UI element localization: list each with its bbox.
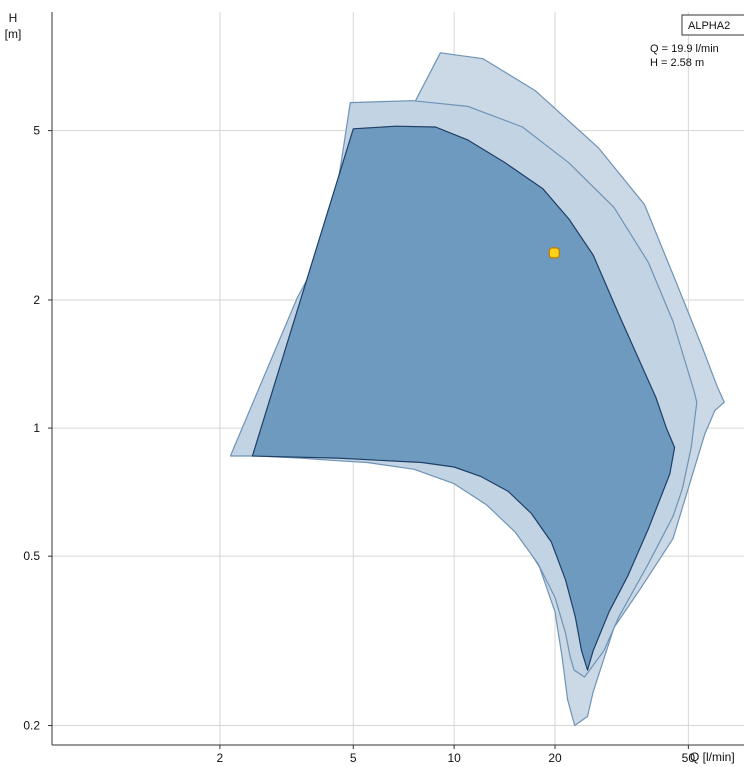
operating-points (548, 247, 560, 259)
x-tick-label: 5 (350, 751, 357, 765)
y-axis-unit: [m] (5, 27, 22, 41)
x-tick-label: 2 (217, 751, 224, 765)
x-tick-label: 20 (548, 751, 562, 765)
y-tick-label: 1 (33, 421, 40, 435)
operating-point-marker[interactable] (548, 247, 560, 259)
axes (51, 12, 744, 746)
y-tick-label: 0.2 (23, 719, 40, 733)
y-tick-label: 5 (33, 124, 40, 138)
y-axis-title: H (9, 11, 18, 25)
x-tick-label: 10 (447, 751, 461, 765)
operating-head-readout: H = 2.58 m (650, 57, 704, 69)
series-tag-box: ALPHA2 (681, 14, 744, 36)
y-tick-label: 2 (33, 293, 40, 307)
x-tick-label: 50 (682, 751, 696, 765)
tick-labels: 2 5 10 20 50 0.2 0.5 1 2 5 (23, 124, 695, 765)
operating-flow-readout: Q = 19.9 l/min (650, 43, 719, 55)
y-tick-label: 0.5 (23, 549, 40, 563)
series-tag-label: ALPHA2 (688, 20, 730, 32)
series-tag-frame (681, 14, 744, 36)
performance-area-3 (251, 125, 676, 671)
performance-areas (229, 52, 725, 727)
x-axis-title: Q [l/min] (690, 750, 735, 764)
